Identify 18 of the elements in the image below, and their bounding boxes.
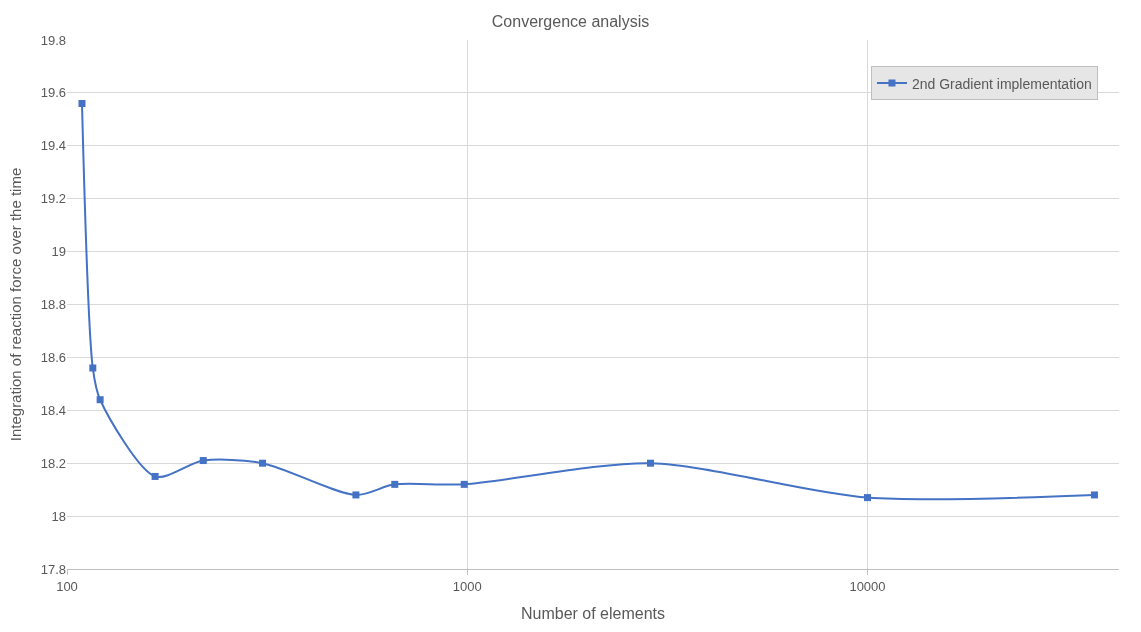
y-tick-label: 18 [51,508,66,524]
legend-label: 2nd Gradient implementation [911,75,1092,92]
y-tick-label: 18.2 [40,455,66,471]
y-tick-label: 19.6 [40,85,66,101]
y-tick-label: 19.2 [40,191,66,207]
y-tick-label: 18.8 [40,297,66,313]
x-axis-title: Number of elements [520,605,666,623]
y-tick-label: 19.4 [40,138,66,154]
y-tick-label: 19 [51,244,66,260]
y-tick-label: 18.6 [40,349,66,365]
x-tick-label: 1000 [452,578,482,594]
x-tick-label: 10000 [849,578,886,594]
y-axis-title: Integration of reaction force over the time [6,167,24,442]
y-tick-label: 19.8 [40,32,66,48]
y-tick-label: 18.4 [40,402,66,418]
chart-title: Convergence analysis [491,13,650,30]
x-tick-label: 100 [56,578,78,594]
y-tick-label: 17.8 [40,561,66,577]
